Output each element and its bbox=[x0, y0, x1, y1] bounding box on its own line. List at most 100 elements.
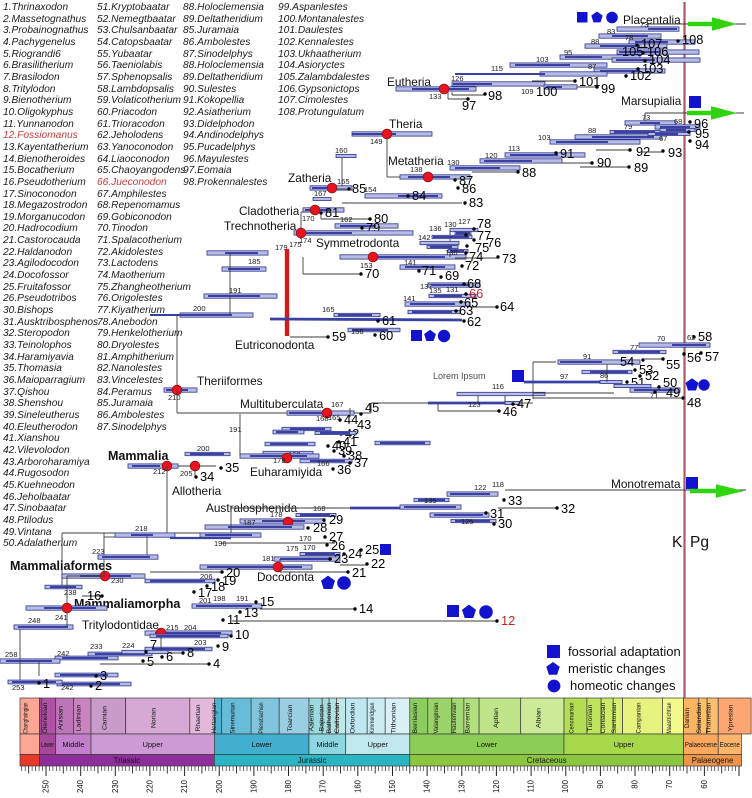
svg-text:Hauterivian: Hauterivian bbox=[451, 702, 458, 733]
svg-text:204: 204 bbox=[184, 623, 197, 632]
svg-text:34: 34 bbox=[200, 469, 214, 484]
svg-text:116: 116 bbox=[492, 382, 504, 391]
svg-text:Albian: Albian bbox=[535, 707, 542, 728]
svg-text:Ypresian: Ypresian bbox=[728, 704, 735, 731]
svg-text:83: 83 bbox=[469, 195, 483, 210]
svg-text:196: 196 bbox=[214, 539, 227, 548]
svg-text:50: 50 bbox=[663, 375, 677, 390]
svg-text:109: 109 bbox=[521, 87, 534, 96]
svg-text:175: 175 bbox=[289, 240, 302, 249]
svg-text:75: 75 bbox=[475, 240, 489, 255]
svg-text:83: 83 bbox=[607, 27, 615, 36]
svg-text:Symmetrodonta: Symmetrodonta bbox=[316, 236, 400, 250]
svg-text:97: 97 bbox=[462, 98, 476, 113]
svg-text:178: 178 bbox=[270, 510, 283, 519]
svg-text:Placentalia: Placentalia bbox=[623, 13, 681, 27]
svg-text:Trechnotheria: Trechnotheria bbox=[224, 219, 297, 233]
svg-text:90: 90 bbox=[597, 155, 611, 170]
svg-text:56: 56 bbox=[687, 350, 701, 365]
svg-text:69: 69 bbox=[445, 268, 459, 283]
svg-text:37: 37 bbox=[354, 455, 368, 470]
svg-text:191: 191 bbox=[236, 594, 249, 603]
svg-text:187: 187 bbox=[243, 518, 256, 527]
svg-text:20: 20 bbox=[226, 565, 240, 580]
svg-text:21: 21 bbox=[352, 565, 366, 580]
svg-text:88: 88 bbox=[588, 126, 596, 135]
svg-text:210: 210 bbox=[180, 779, 189, 793]
svg-text:60: 60 bbox=[700, 779, 709, 788]
svg-text:150: 150 bbox=[388, 779, 397, 793]
svg-text:fossorial adaptation: fossorial adaptation bbox=[568, 644, 681, 659]
svg-text:Barremian: Barremian bbox=[465, 702, 472, 733]
svg-text:84: 84 bbox=[412, 188, 426, 203]
svg-text:141: 141 bbox=[404, 258, 417, 267]
svg-text:135: 135 bbox=[429, 286, 442, 295]
svg-text:Valanginian: Valanginian bbox=[433, 702, 440, 733]
svg-text:191: 191 bbox=[229, 286, 242, 295]
svg-text:Danian: Danian bbox=[684, 708, 691, 728]
svg-text:100: 100 bbox=[561, 779, 570, 793]
svg-text:70: 70 bbox=[365, 266, 379, 281]
svg-text:68: 68 bbox=[467, 276, 481, 291]
svg-text:154: 154 bbox=[364, 185, 377, 194]
svg-text:115: 115 bbox=[491, 64, 503, 73]
svg-text:136: 136 bbox=[429, 224, 442, 233]
svg-text:26: 26 bbox=[331, 538, 345, 553]
svg-text:Docodonta: Docodonta bbox=[257, 570, 314, 584]
svg-text:130: 130 bbox=[447, 158, 460, 167]
svg-text:Palaeocene: Palaeocene bbox=[685, 740, 717, 749]
svg-text:68: 68 bbox=[674, 117, 682, 126]
svg-text:71: 71 bbox=[422, 263, 436, 278]
svg-text:120: 120 bbox=[485, 151, 498, 160]
svg-text:170: 170 bbox=[319, 779, 328, 793]
svg-text:Palaeogene: Palaeogene bbox=[692, 756, 734, 765]
svg-text:Toarcian: Toarcian bbox=[287, 704, 294, 731]
svg-text:91: 91 bbox=[583, 352, 591, 361]
svg-text:105: 105 bbox=[622, 44, 643, 59]
svg-text:93: 93 bbox=[668, 145, 682, 160]
svg-text:36: 36 bbox=[337, 462, 351, 477]
svg-text:131: 131 bbox=[446, 285, 459, 294]
svg-text:74: 74 bbox=[469, 249, 483, 264]
svg-text:61: 61 bbox=[382, 313, 396, 328]
svg-text:11: 11 bbox=[227, 612, 240, 627]
svg-text:Metatheria: Metatheria bbox=[388, 154, 444, 168]
svg-text:66: 66 bbox=[469, 286, 483, 301]
svg-text:212: 212 bbox=[153, 467, 166, 476]
svg-text:240: 240 bbox=[76, 779, 85, 793]
svg-text:233: 233 bbox=[90, 642, 103, 651]
svg-text:224: 224 bbox=[122, 641, 135, 650]
svg-text:95: 95 bbox=[695, 126, 709, 141]
svg-text:215: 215 bbox=[166, 623, 179, 632]
svg-text:210: 210 bbox=[168, 393, 181, 402]
svg-text:166: 166 bbox=[317, 459, 330, 468]
svg-text:Coniacian: Coniacian bbox=[600, 702, 607, 733]
svg-text:Berriasian: Berriasian bbox=[412, 702, 419, 733]
svg-text:55: 55 bbox=[666, 357, 680, 372]
svg-text:32: 32 bbox=[561, 501, 575, 516]
svg-text:200: 200 bbox=[193, 304, 206, 313]
svg-text:4: 4 bbox=[213, 656, 220, 671]
svg-text:43: 43 bbox=[357, 417, 371, 432]
svg-text:130: 130 bbox=[444, 220, 457, 229]
svg-text:19: 19 bbox=[222, 573, 236, 588]
svg-text:29: 29 bbox=[329, 512, 343, 527]
svg-text:77: 77 bbox=[630, 343, 638, 352]
svg-text:106: 106 bbox=[647, 44, 668, 59]
svg-text:40: 40 bbox=[332, 438, 346, 453]
svg-text:Theria: Theria bbox=[389, 117, 423, 131]
svg-text:Aptian: Aptian bbox=[493, 708, 500, 728]
svg-text:72: 72 bbox=[465, 258, 479, 273]
svg-text:59: 59 bbox=[332, 329, 346, 344]
svg-text:122: 122 bbox=[474, 483, 487, 492]
svg-text:87: 87 bbox=[588, 62, 596, 71]
svg-text:123: 123 bbox=[468, 400, 481, 409]
svg-text:104: 104 bbox=[649, 52, 670, 67]
svg-text:241: 241 bbox=[55, 613, 68, 622]
svg-text:230: 230 bbox=[111, 779, 120, 793]
svg-text:Euharamiyida: Euharamiyida bbox=[250, 465, 323, 479]
svg-text:205: 205 bbox=[180, 469, 193, 478]
svg-text:2: 2 bbox=[95, 678, 102, 693]
svg-text:126: 126 bbox=[451, 74, 464, 83]
svg-text:168: 168 bbox=[316, 414, 329, 423]
